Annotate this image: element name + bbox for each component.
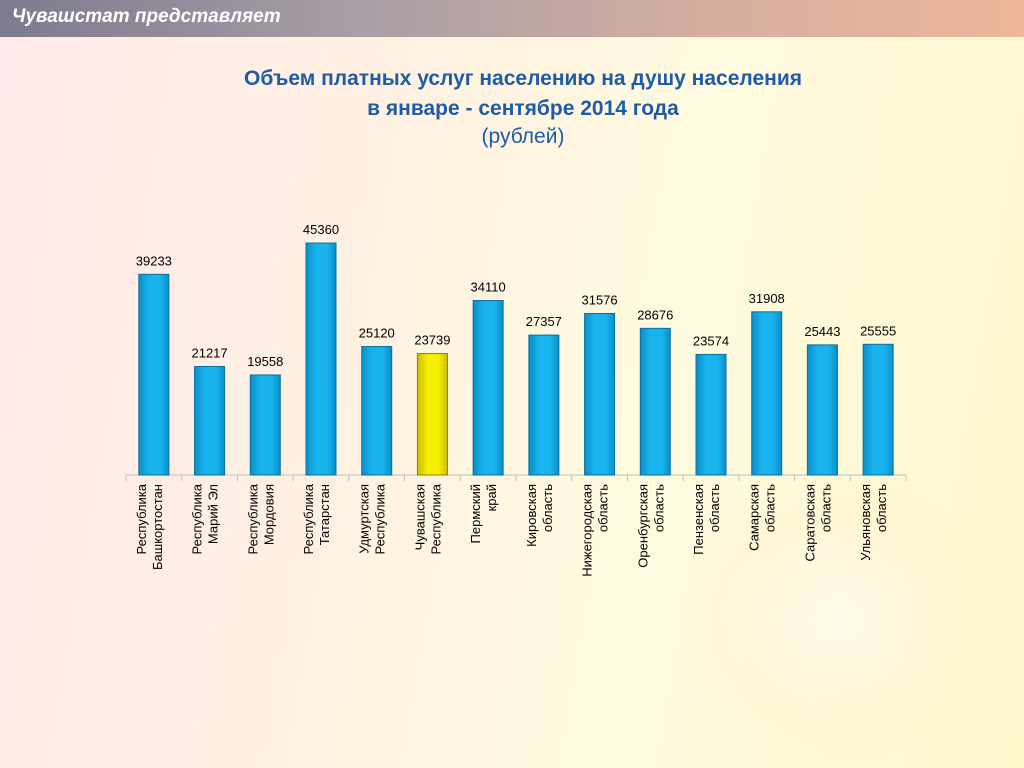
category-label-line: Нижегородская xyxy=(580,484,595,577)
bar xyxy=(138,273,170,476)
category-label: Саратовская область xyxy=(802,484,833,562)
category-label: Удмуртская Республика xyxy=(357,483,388,554)
category-label: Кировская область xyxy=(524,484,555,547)
chart-title: Объем платных услуг населению на душу на… xyxy=(0,64,1024,124)
category-label-line: Ульяновская xyxy=(858,484,873,561)
bar xyxy=(639,327,671,476)
category-label-line: Удмуртская xyxy=(357,484,372,554)
category-label: Ульяновская область xyxy=(858,484,889,561)
bar xyxy=(862,343,894,476)
data-label: 39233 xyxy=(136,253,172,268)
category-label: Оренбургская область xyxy=(635,484,666,568)
chart-subtitle: (рублей) xyxy=(481,125,565,148)
bar xyxy=(361,346,393,476)
bar xyxy=(194,365,226,476)
bar xyxy=(416,353,448,476)
bar xyxy=(584,313,616,476)
category-label-line: область xyxy=(540,484,555,532)
category-label: Чувашская Республика xyxy=(412,483,443,554)
data-label: 21217 xyxy=(191,345,227,360)
category-label-line: Башкортостан xyxy=(150,484,165,570)
data-label: 23574 xyxy=(693,333,729,348)
category-label-line: Республика xyxy=(245,483,260,554)
data-label: 25443 xyxy=(804,324,840,339)
bar xyxy=(305,242,337,476)
category-label: Пермский край xyxy=(468,484,499,543)
category-label-line: область xyxy=(651,484,666,532)
bar xyxy=(806,344,838,476)
category-label-line: Республика xyxy=(190,483,205,554)
category-label-line: Чувашская xyxy=(412,484,427,550)
category-label-line: Пензенская xyxy=(691,484,706,555)
data-label: 23739 xyxy=(414,333,450,348)
category-label-line: Пермский xyxy=(468,484,483,543)
category-label-line: Оренбургская xyxy=(635,484,650,568)
category-label-line: Республика xyxy=(428,483,443,554)
data-label: 34110 xyxy=(471,280,506,295)
category-label-line: край xyxy=(484,484,499,511)
category-label-line: Республика xyxy=(301,483,316,554)
category-label-line: Республика xyxy=(373,483,388,554)
category-label-line: область xyxy=(874,484,889,532)
data-label: 27357 xyxy=(526,314,562,329)
chart-title-line2: в январе - сентябре 2014 года xyxy=(367,97,679,120)
category-label: Республика Башкортостан xyxy=(134,483,165,570)
bar xyxy=(751,311,783,476)
data-label: 31576 xyxy=(581,293,617,308)
category-label-line: Марий Эл xyxy=(206,484,221,544)
bar xyxy=(528,334,560,476)
category-label: Республика Татарстан xyxy=(301,483,332,554)
category-label-line: Кировская xyxy=(524,484,539,547)
background-glow xyxy=(680,480,1000,760)
category-label: Самарская область xyxy=(747,484,778,551)
header-bar: Чувашстат представляет xyxy=(0,0,1024,37)
category-label: Пензенская область xyxy=(691,484,722,555)
bar xyxy=(695,353,727,476)
category-label: Нижегородская область xyxy=(580,484,611,577)
header-title: Чувашстат представляет xyxy=(12,6,281,27)
category-label-line: область xyxy=(763,484,778,532)
category-label-line: область xyxy=(818,484,833,532)
data-label: 25120 xyxy=(359,326,395,341)
data-label: 45360 xyxy=(303,222,339,237)
data-label: 25555 xyxy=(860,323,896,338)
bar xyxy=(472,300,504,476)
category-label: Республика Мордовия xyxy=(245,483,276,554)
category-label-line: Республика xyxy=(134,483,149,554)
category-label-line: Самарская xyxy=(747,484,762,551)
category-label-line: Мордовия xyxy=(261,484,276,545)
data-label: 19558 xyxy=(247,354,283,369)
chart-title-line1: Объем платных услуг населению на душу на… xyxy=(243,67,802,90)
category-label-line: область xyxy=(596,484,611,532)
category-label-line: Татарстан xyxy=(317,484,332,545)
category-label: Республика Марий Эл xyxy=(190,483,221,554)
category-label-line: область xyxy=(707,484,722,532)
bar xyxy=(249,374,281,476)
category-label-line: Саратовская xyxy=(802,484,817,561)
data-label: 31908 xyxy=(749,291,785,306)
data-label: 28676 xyxy=(637,307,673,322)
